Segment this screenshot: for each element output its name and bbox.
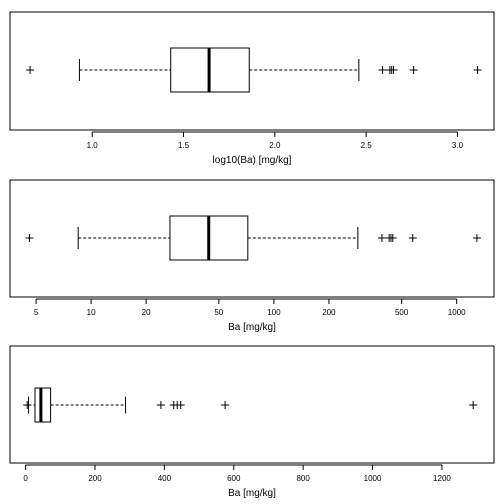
outlier-point xyxy=(389,66,398,74)
outlier-point xyxy=(473,66,482,74)
outlier-point xyxy=(25,234,34,242)
plot-frame xyxy=(9,11,495,131)
x-tick-label: 1200 xyxy=(433,474,451,483)
x-axis-title: Ba [mg/kg] xyxy=(228,322,276,333)
outlier-point xyxy=(378,66,387,74)
x-tick-label: 5 xyxy=(34,308,39,317)
outlier-point xyxy=(408,234,417,242)
x-axis-title: log10(Ba) [mg/kg] xyxy=(213,155,292,166)
outlier-point xyxy=(221,401,230,409)
x-tick-label: 200 xyxy=(88,474,102,483)
outlier-point xyxy=(469,401,478,409)
x-tick-label: 3.0 xyxy=(452,141,464,150)
interquartile-box xyxy=(34,387,52,423)
x-tick-label: 20 xyxy=(142,308,151,317)
boxplot-panel-2: 5 10 20 50 100 200 500 1000 Ba [mg/kg] xyxy=(9,179,495,333)
plot-frame xyxy=(9,345,495,464)
x-tick-label: 1000 xyxy=(448,308,466,317)
outlier-point xyxy=(176,401,185,409)
outlier-point xyxy=(472,234,481,242)
x-tick-label: 50 xyxy=(214,308,223,317)
x-tick-label: 2.0 xyxy=(269,141,281,150)
outlier-point xyxy=(26,66,35,74)
outlier-point xyxy=(388,234,397,242)
x-tick-label: 500 xyxy=(395,308,409,317)
x-tick-label: 100 xyxy=(267,308,281,317)
boxplot-panel-3: 0 200 400 600 800 1000 1200 Ba [mg/kg] xyxy=(9,345,495,499)
outlier-point xyxy=(377,234,386,242)
outlier-point xyxy=(156,401,165,409)
x-tick-label: 0 xyxy=(23,474,28,483)
x-tick-label: 800 xyxy=(296,474,310,483)
boxplot-panel-1: 1.0 1.5 2.0 2.5 3.0 log10(Ba) [mg/kg] xyxy=(9,11,495,166)
outlier-point xyxy=(409,66,418,74)
x-tick-label: 10 xyxy=(87,308,96,317)
x-tick-label: 400 xyxy=(158,474,172,483)
x-tick-label: 1.5 xyxy=(178,141,190,150)
x-tick-label: 1000 xyxy=(364,474,382,483)
x-tick-label: 1.0 xyxy=(87,141,99,150)
x-tick-label: 200 xyxy=(322,308,336,317)
x-tick-label: 600 xyxy=(227,474,241,483)
outlier-point xyxy=(23,401,32,409)
x-tick-label: 2.5 xyxy=(361,141,373,150)
plot-frame xyxy=(9,179,495,298)
x-axis-title: Ba [mg/kg] xyxy=(228,488,276,499)
